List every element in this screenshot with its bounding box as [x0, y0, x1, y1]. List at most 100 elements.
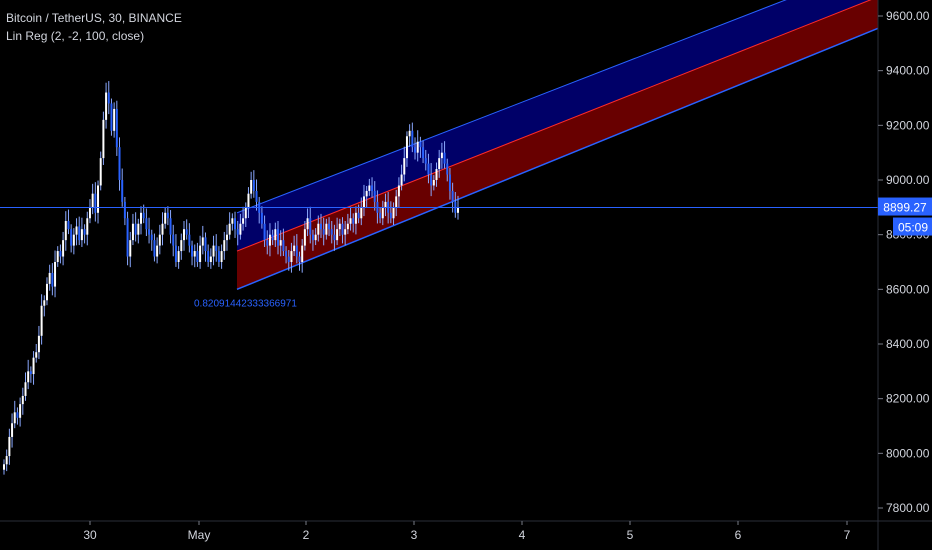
- candle-body: [392, 207, 395, 219]
- candle-body: [153, 240, 156, 257]
- candle-body: [263, 223, 266, 241]
- candle-body: [271, 234, 274, 241]
- candle-body: [86, 218, 89, 235]
- candle-body: [298, 256, 301, 262]
- candle-body: [282, 240, 285, 252]
- candle-body: [438, 158, 441, 170]
- candle-body: [250, 180, 253, 194]
- symbol-title[interactable]: Bitcoin / TetherUS, 30, BINANCE: [6, 11, 182, 25]
- candle-body: [121, 180, 124, 202]
- candle-body: [148, 229, 151, 235]
- candle-body: [223, 240, 226, 252]
- candle-body: [78, 226, 81, 241]
- candle-body: [161, 223, 164, 235]
- candle-body: [201, 237, 204, 246]
- candle-body: [244, 207, 247, 219]
- candle-body: [215, 245, 218, 252]
- candle-body: [134, 223, 137, 235]
- candle-body: [113, 108, 116, 131]
- time-tick-label: 3: [411, 528, 418, 542]
- candle-body: [336, 229, 339, 241]
- candle-body: [29, 371, 32, 375]
- candle-body: [322, 229, 325, 235]
- time-tick-label: 2: [303, 528, 310, 542]
- candle-body: [290, 251, 293, 262]
- candle-body: [83, 229, 86, 235]
- candle-body: [448, 174, 451, 191]
- candle-body: [266, 240, 269, 246]
- candle-body: [293, 245, 296, 252]
- price-tick-label: 9200.00: [886, 118, 930, 132]
- candle-body: [274, 229, 277, 241]
- candle-body: [164, 212, 167, 224]
- candle-body: [344, 229, 347, 235]
- candle-body: [371, 185, 374, 191]
- time-axis[interactable]: 30 May 2 3 4 5 6 7: [83, 521, 851, 542]
- candle-body: [349, 218, 352, 224]
- candle-body: [118, 147, 121, 180]
- candle-body: [255, 190, 258, 202]
- candle-body: [306, 218, 309, 230]
- candle-body: [209, 256, 212, 262]
- candle-body: [424, 158, 427, 164]
- candle-body: [70, 229, 73, 246]
- candle-body: [27, 371, 30, 383]
- candle-body: [56, 251, 59, 262]
- candle-body: [419, 141, 422, 148]
- candle-body: [21, 395, 24, 405]
- linreg-lower-line: [236, 27, 879, 291]
- candle-body: [277, 229, 280, 246]
- candle-body: [333, 234, 336, 241]
- candle-body: [156, 245, 159, 257]
- candle-body: [99, 158, 102, 186]
- candle-body: [45, 283, 48, 301]
- candle-body: [72, 234, 75, 246]
- candle-body: [352, 218, 355, 224]
- candle-body: [325, 223, 328, 235]
- candle-body: [311, 234, 314, 241]
- indicator-title[interactable]: Lin Reg (2, -2, 100, close): [6, 29, 145, 43]
- candle-body: [13, 412, 16, 424]
- candle-body: [3, 464, 5, 470]
- linreg-mid-line: [236, 0, 872, 252]
- candle-body: [228, 223, 231, 235]
- candle-body: [405, 136, 408, 159]
- candle-body: [102, 119, 105, 159]
- candle-body: [260, 212, 263, 224]
- candle-body: [191, 245, 194, 257]
- time-tick-label: May: [188, 528, 211, 542]
- candle-body: [252, 180, 255, 191]
- candle-body: [357, 212, 360, 219]
- candle-body: [107, 92, 110, 104]
- candle-body: [247, 193, 250, 208]
- candle-body: [48, 272, 51, 284]
- candle-body: [225, 234, 228, 241]
- price-tick-label: 9600.00: [886, 9, 930, 23]
- candle-body: [169, 218, 172, 235]
- candle-body: [88, 207, 91, 219]
- candle-body: [16, 412, 19, 418]
- time-tick-label: 4: [519, 528, 526, 542]
- candle-body: [207, 251, 210, 262]
- time-tick-label: 6: [735, 528, 742, 542]
- candle-body: [411, 130, 414, 148]
- candle-body: [75, 226, 78, 235]
- candle-body: [166, 212, 169, 219]
- candle-body: [131, 223, 134, 241]
- candle-body: [365, 190, 368, 197]
- candle-body: [43, 300, 46, 306]
- candle-body: [416, 141, 419, 153]
- time-tick-label: 5: [627, 528, 634, 542]
- last-price-badge-bg: [878, 197, 932, 216]
- candle-body: [193, 251, 196, 257]
- candle-body: [408, 130, 411, 137]
- candles-layer: [3, 81, 459, 475]
- candle-body: [174, 245, 177, 262]
- price-tick-label: 9000.00: [886, 173, 930, 187]
- candle-body: [368, 185, 371, 191]
- candle-body: [8, 436, 11, 457]
- candle-body: [239, 223, 242, 235]
- candle-body: [137, 223, 140, 235]
- candle-body: [11, 423, 14, 437]
